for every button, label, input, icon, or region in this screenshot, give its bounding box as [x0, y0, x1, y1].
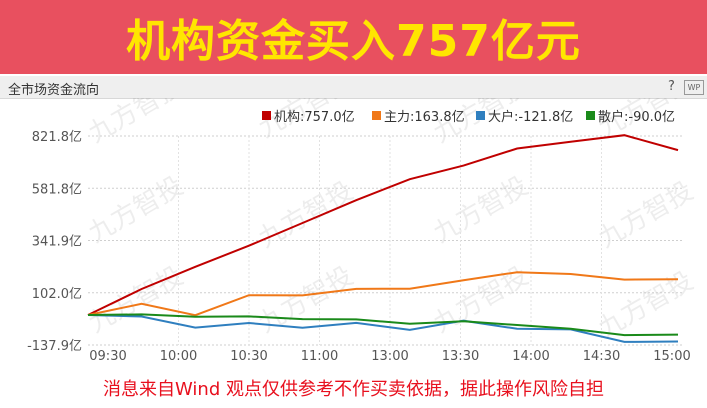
x-tick-label: 10:00 — [160, 349, 197, 364]
x-tick-label: 14:30 — [583, 349, 620, 364]
watermark-text: 九方智投 — [429, 171, 534, 249]
wp-icon[interactable]: WP — [684, 80, 704, 95]
x-tick-label: 10:30 — [230, 349, 267, 364]
x-tick-label: 09:30 — [89, 349, 126, 364]
series-line-散户 — [87, 313, 679, 337]
help-icon[interactable]: ? — [668, 79, 675, 94]
x-tick-label: 11:00 — [301, 349, 338, 364]
x-tick-label: 14:00 — [512, 349, 549, 364]
chart-panel: 全市场资金流向 ? WP — [0, 76, 707, 371]
y-tick-label: 102.0亿 — [32, 287, 82, 302]
legend-label-机构: 机构:757.0亿 — [274, 110, 355, 125]
series-line-大户 — [87, 314, 679, 343]
series-line-机构 — [87, 134, 679, 316]
x-tick-label: 13:30 — [442, 349, 479, 364]
y-tick-label: -137.9亿 — [27, 339, 82, 354]
legend-label-大户: 大户:-121.8亿 — [488, 109, 573, 125]
watermark-text: 九方智投 — [84, 261, 189, 339]
legend-swatch-大户 — [476, 111, 485, 120]
y-tick-label: 581.8亿 — [32, 182, 82, 197]
disclaimer-text: 消息来自Wind 观点仅供参考不作买卖依据，据此操作风险自担 — [103, 379, 604, 400]
watermark-text: 九方智投 — [84, 98, 189, 149]
panel-title: 全市场资金流向 — [8, 83, 100, 98]
series-line-主力 — [87, 271, 679, 317]
banner-title: 机构资金买入757亿元 — [126, 16, 581, 67]
title-banner: 机构资金买入757亿元 — [0, 0, 707, 74]
legend-label-散户: 散户:-90.0亿 — [598, 109, 675, 125]
panel-header: 全市场资金流向 ? WP — [0, 76, 707, 99]
legend-label-主力: 主力:163.8亿 — [384, 110, 465, 125]
disclaimer-footer: 消息来自Wind 观点仅供参考不作买卖依据，据此操作风险自担 — [0, 375, 707, 405]
x-tick-label: 13:00 — [371, 349, 408, 364]
watermark-text: 九方智投 — [84, 171, 189, 249]
y-tick-label: 821.8亿 — [32, 130, 82, 145]
x-tick-label: 15:00 — [653, 349, 690, 364]
y-tick-label: 341.9亿 — [32, 235, 82, 250]
legend-swatch-散户 — [586, 111, 595, 120]
legend-swatch-机构 — [262, 111, 271, 120]
legend-swatch-主力 — [372, 111, 381, 120]
